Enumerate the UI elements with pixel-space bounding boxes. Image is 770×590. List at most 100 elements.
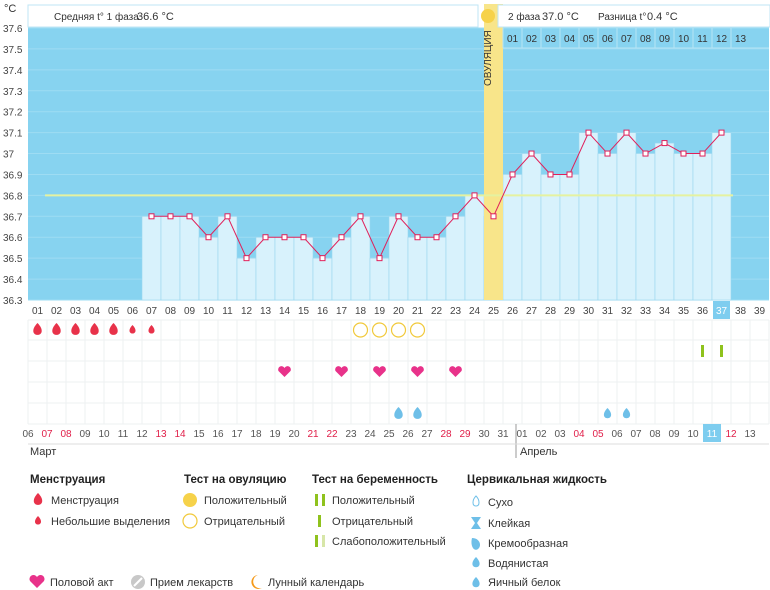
phase2-day-label: 11 — [697, 34, 708, 45]
spotting-drop-icon — [148, 325, 155, 334]
legend-medication: Прием лекарств — [150, 577, 234, 589]
temp-bar — [521, 153, 542, 301]
temp-point — [699, 150, 706, 157]
temp-point — [471, 192, 478, 199]
legend-pregnancy-negative: Отрицательный — [332, 516, 413, 528]
cycle-day-label: 13 — [260, 306, 272, 317]
month-label-march: Март — [30, 446, 56, 458]
ovulation-test-negative-icon — [352, 322, 369, 338]
cycle-day-label: 28 — [545, 306, 557, 317]
cycle-day-label: 02 — [51, 306, 63, 317]
temp-point — [528, 150, 535, 157]
temp-bar — [673, 153, 694, 301]
date-label: 05 — [592, 429, 604, 440]
date-label: 11 — [118, 429, 129, 440]
legend-menstruation-item: Менструация — [51, 495, 119, 507]
date-label: 27 — [421, 429, 433, 440]
y-tick-label: 37.4 — [3, 66, 23, 77]
cycle-day-label: 11 — [222, 306, 233, 317]
phase2-day-label: 12 — [716, 34, 728, 45]
date-label: 29 — [459, 429, 471, 440]
cycle-day-label: 34 — [659, 306, 671, 317]
cervical-creamy-icon — [603, 408, 612, 419]
temp-bar — [597, 153, 618, 301]
cycle-day-label: 33 — [640, 306, 652, 317]
date-label: 07 — [41, 429, 53, 440]
temp-bar — [635, 153, 656, 301]
date-label: 15 — [193, 429, 205, 440]
temp-bar — [692, 153, 713, 301]
date-label: 12 — [725, 429, 737, 440]
ovulation-vertical-label: ОВУЛЯЦИЯ — [483, 30, 494, 86]
phase2-value: 37.0 °C — [542, 11, 579, 23]
temp-point — [186, 213, 193, 220]
menstruation-drop-icon — [33, 323, 42, 335]
temp-point — [490, 213, 497, 220]
y-tick-label: 37.5 — [3, 45, 23, 56]
date-label: 03 — [554, 429, 566, 440]
temp-bar — [160, 216, 181, 301]
ovulation-sun-icon — [481, 9, 495, 23]
spotting-drop-icon — [129, 325, 136, 334]
temp-point — [395, 213, 402, 220]
date-label: 14 — [174, 429, 186, 440]
date-label: 17 — [231, 429, 243, 440]
cycle-day-label: 23 — [450, 306, 462, 317]
date-label: 19 — [269, 429, 281, 440]
temp-point — [509, 171, 516, 178]
temp-point — [281, 234, 288, 241]
temp-point — [566, 171, 573, 178]
temp-bar — [388, 216, 409, 301]
y-tick-label: 36.7 — [3, 212, 23, 223]
temp-point — [205, 234, 212, 241]
temp-bar — [141, 216, 162, 301]
date-label: 22 — [326, 429, 338, 440]
cycle-day-label: 25 — [488, 306, 500, 317]
y-tick-label: 36.9 — [3, 170, 23, 181]
date-label: 08 — [649, 429, 661, 440]
legend-menstruation-title: Менструация — [30, 474, 106, 486]
cycle-day-label: 32 — [621, 306, 633, 317]
temp-bar — [293, 236, 314, 301]
temp-bar — [236, 257, 257, 301]
cycle-day-label: 07 — [146, 306, 158, 317]
date-label: 21 — [307, 429, 319, 440]
legend-spotting-icon — [34, 516, 42, 525]
temp-point — [547, 171, 554, 178]
temp-bar — [559, 174, 580, 301]
phase2-day-label: 01 — [507, 34, 519, 45]
temp-point — [433, 234, 440, 241]
temp-point — [262, 234, 269, 241]
cycle-day-label: 18 — [355, 306, 367, 317]
temp-point — [243, 255, 250, 262]
date-label: 24 — [364, 429, 376, 440]
cycle-day-label: 10 — [203, 306, 215, 317]
temp-bar — [540, 174, 561, 301]
y-tick-label: 37.3 — [3, 87, 23, 98]
temp-diff-label: Разница t° — [598, 12, 646, 23]
date-label: 28 — [440, 429, 452, 440]
temp-point — [604, 150, 611, 157]
date-label: 31 — [497, 429, 509, 440]
phase2-day-label: 02 — [526, 34, 538, 45]
y-tick-label: 36.3 — [3, 296, 23, 307]
temp-bar — [616, 132, 637, 301]
temp-point — [148, 213, 155, 220]
cycle-day-label: 06 — [127, 306, 139, 317]
y-tick-label: 36.6 — [3, 233, 23, 244]
cycle-day-label: 37 — [716, 306, 728, 317]
temp-bar — [312, 257, 333, 301]
temp-bar — [426, 236, 447, 301]
date-label: 23 — [345, 429, 357, 440]
temp-bar — [255, 236, 276, 301]
legend-cervical-sticky: Клейкая — [488, 518, 531, 530]
legend-lunar-calendar: Лунный календарь — [268, 577, 365, 589]
phase1-label: Средняя t° 1 фаза — [54, 11, 139, 23]
y-tick-label: 37.6 — [3, 24, 23, 35]
y-tick-label: 37 — [3, 150, 15, 161]
date-label: 10 — [687, 429, 699, 440]
temp-point — [338, 234, 345, 241]
cycle-day-label: 09 — [184, 306, 196, 317]
date-label: 25 — [383, 429, 395, 440]
